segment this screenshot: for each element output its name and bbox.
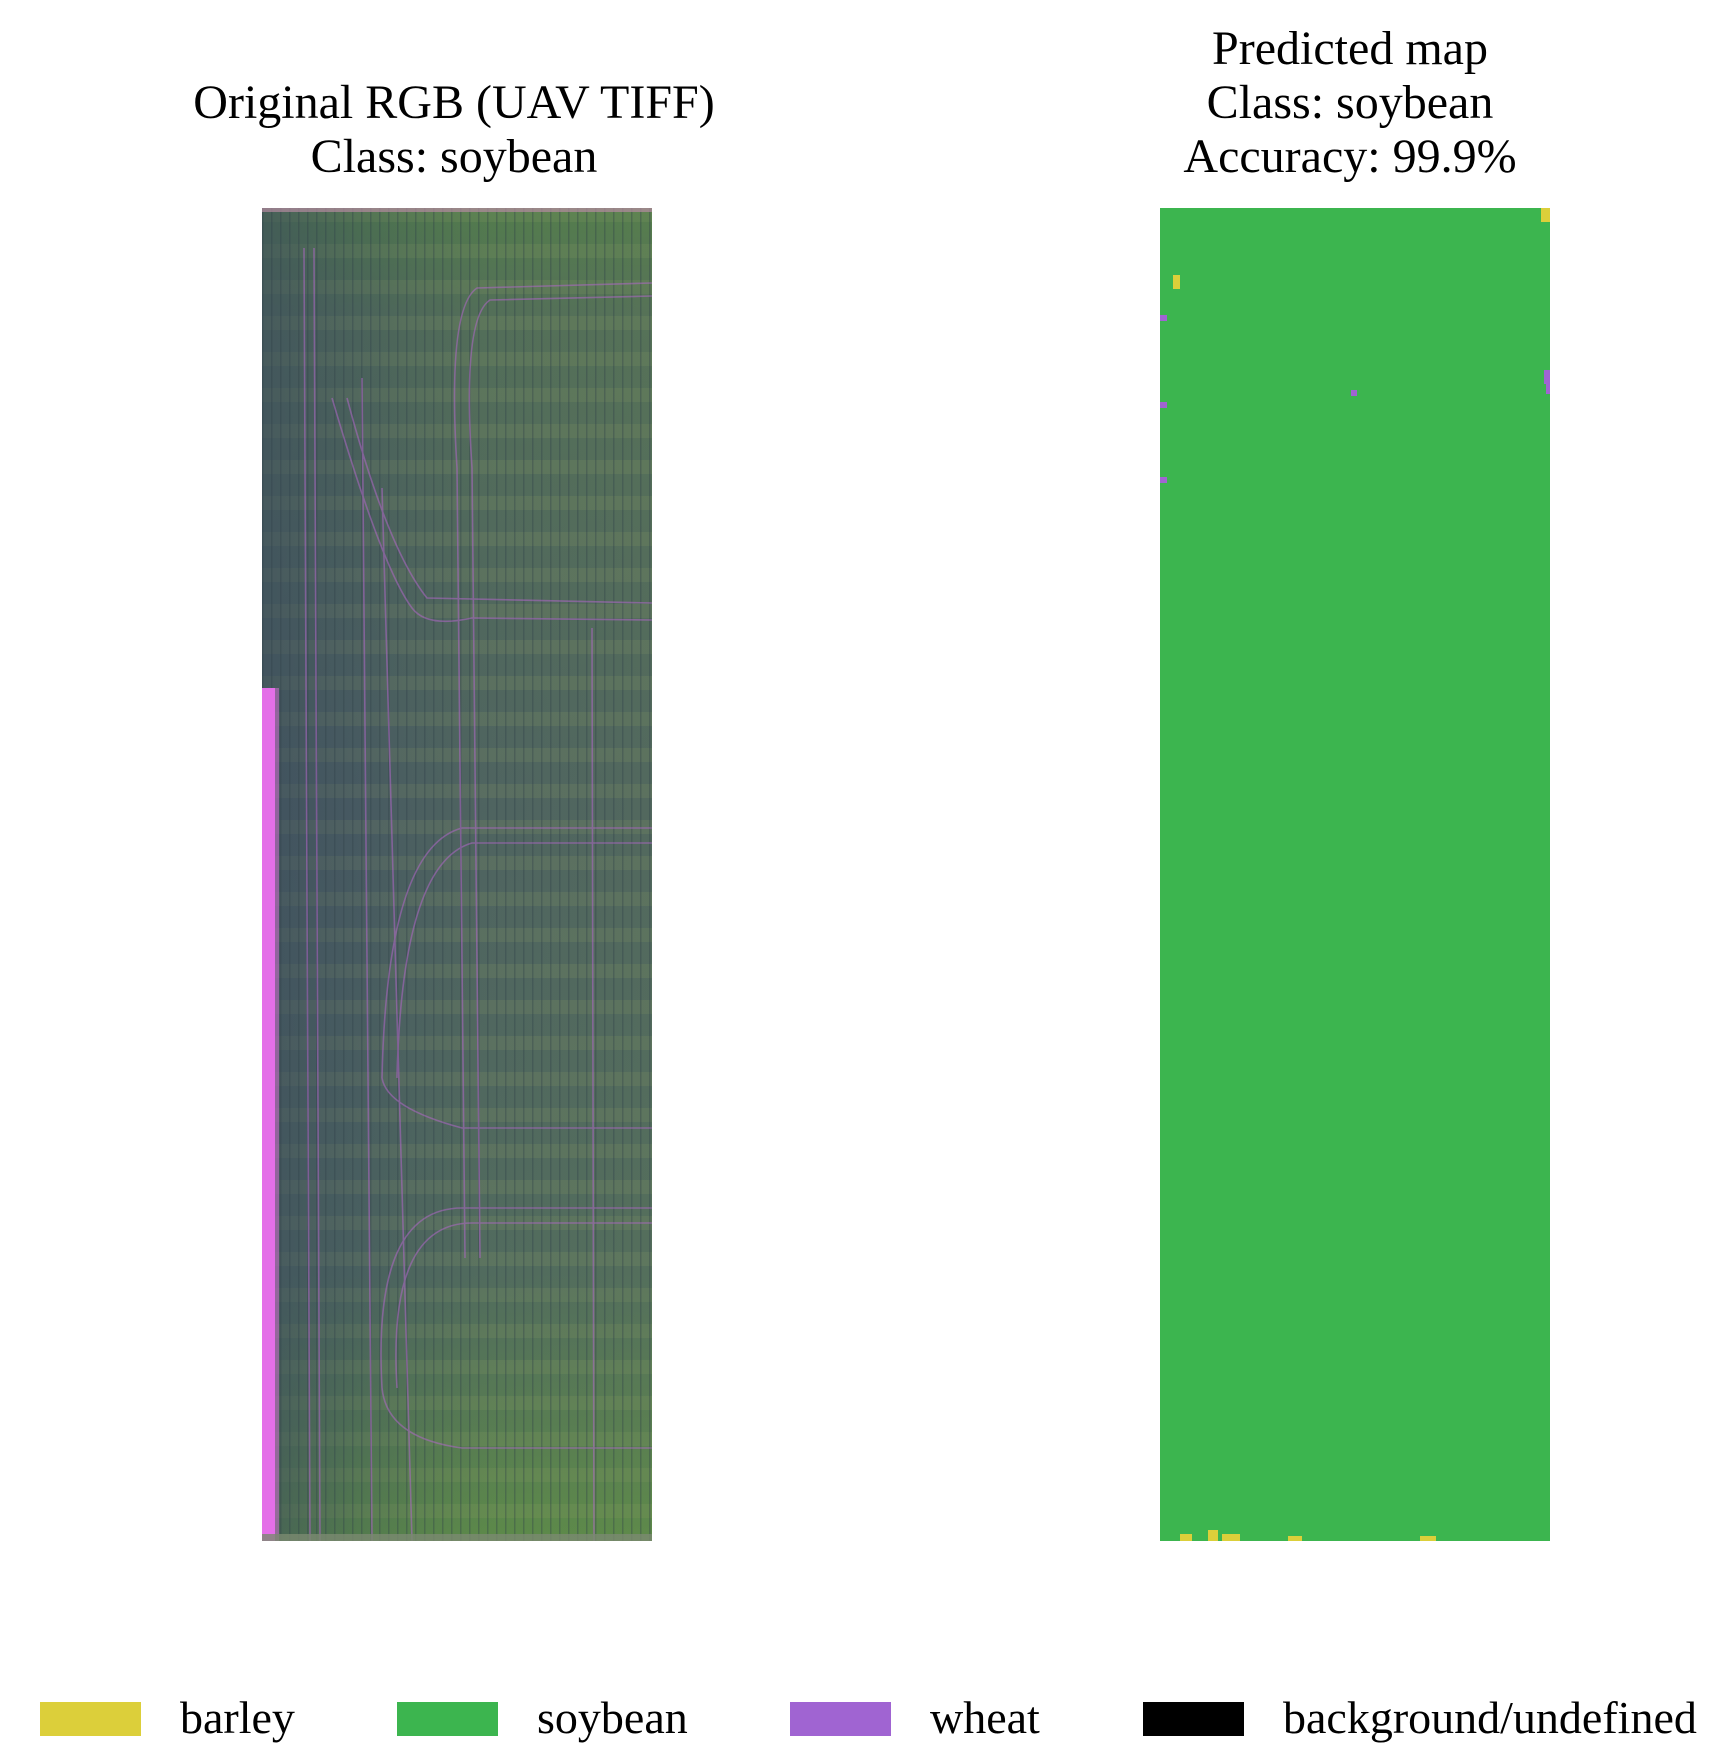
field-aerial-photo: [262, 208, 652, 1541]
barley-pixels: [1173, 208, 1550, 1541]
predicted-map-accuracy-label: Accuracy: 99.9%: [1183, 130, 1517, 183]
original-rgb-image: [262, 208, 652, 1541]
soybean-region: [1160, 208, 1550, 1541]
legend-label-wheat: wheat: [930, 1692, 1040, 1743]
wheat-pixels: [1160, 315, 1550, 483]
predicted-map-class-label: Class: soybean: [1206, 76, 1494, 129]
legend-label-barley: barley: [180, 1692, 295, 1743]
class-legend: barley soybean wheat background/undefine…: [0, 1688, 1724, 1748]
legend-label-soybean: soybean: [537, 1692, 688, 1743]
original-rgb-title: Original RGB (UAV TIFF) Class: soybean: [154, 76, 754, 184]
predicted-map-title: Predicted map Class: soybean Accuracy: 9…: [1050, 22, 1650, 184]
legend-swatch-barley: [40, 1702, 141, 1736]
original-rgb-class-label: Class: soybean: [310, 130, 598, 183]
prediction-map-raster: [1160, 208, 1550, 1541]
legend-label-background: background/undefined: [1283, 1692, 1697, 1743]
predicted-class-map: [1160, 208, 1550, 1541]
original-rgb-title-line-1: Original RGB (UAV TIFF): [193, 76, 715, 129]
legend-swatch-wheat: [790, 1702, 891, 1736]
predicted-map-title-line-1: Predicted map: [1212, 22, 1488, 75]
legend-swatch-background: [1143, 1702, 1244, 1736]
legend-swatch-soybean: [397, 1702, 498, 1736]
